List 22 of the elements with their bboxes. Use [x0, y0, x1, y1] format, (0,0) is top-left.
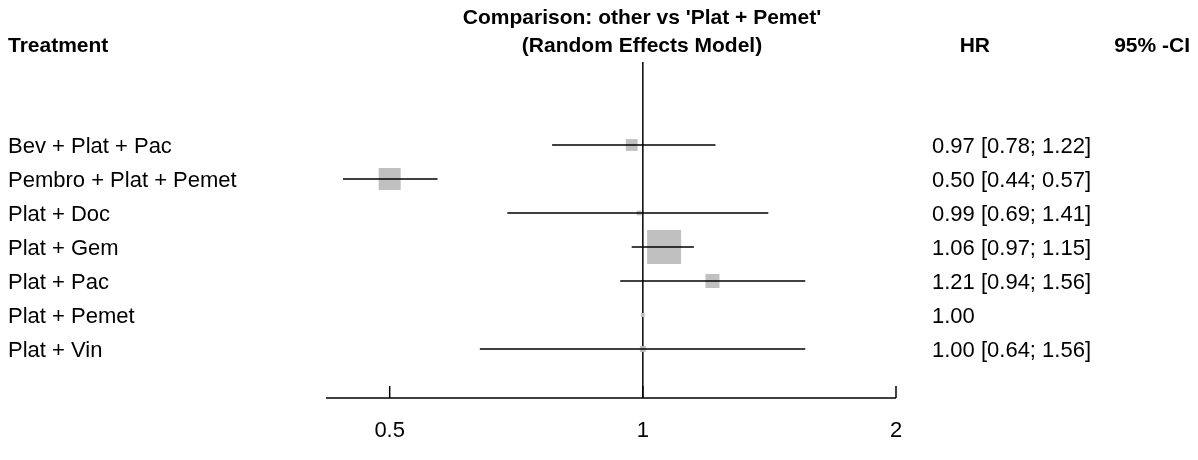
- text: 1.21 [0.94; 1.56]: [932, 269, 1092, 294]
- y-tick-label: Plat + Vin: [8, 337, 103, 362]
- text: 1.06 [0.97; 1.15]: [932, 235, 1092, 260]
- text: 1.00: [932, 303, 975, 328]
- y-tick-label: Plat + Pemet: [8, 303, 135, 328]
- y-tick-label: Pembro + Plat + Pemet: [8, 167, 237, 192]
- x-tick-label: 1: [636, 417, 649, 442]
- y-tick-label: Plat + Pac: [8, 269, 109, 294]
- text: 0.99 [0.69; 1.41]: [932, 201, 1092, 226]
- text: 0.97 [0.78; 1.22]: [932, 133, 1092, 158]
- x-tick-label: 0.5: [374, 417, 405, 442]
- y-axis-title: Treatment: [8, 33, 109, 56]
- y-tick-label: Plat + Doc: [8, 201, 111, 226]
- chart-title: Comparison: other vs 'Plat + Pemet': [462, 5, 822, 28]
- text: 1.00 [0.64; 1.56]: [932, 337, 1092, 362]
- y-tick-label: Plat + Gem: [8, 235, 119, 260]
- text: 0.50 [0.44; 0.57]: [932, 167, 1092, 192]
- text: 95% -CI: [1114, 33, 1190, 56]
- y-tick-label: Bev + Plat + Pac: [8, 133, 172, 158]
- x-tick-label: 2: [889, 417, 903, 442]
- chart-subtitle: (Random Effects Model): [521, 33, 763, 56]
- text: HR: [959, 33, 990, 56]
